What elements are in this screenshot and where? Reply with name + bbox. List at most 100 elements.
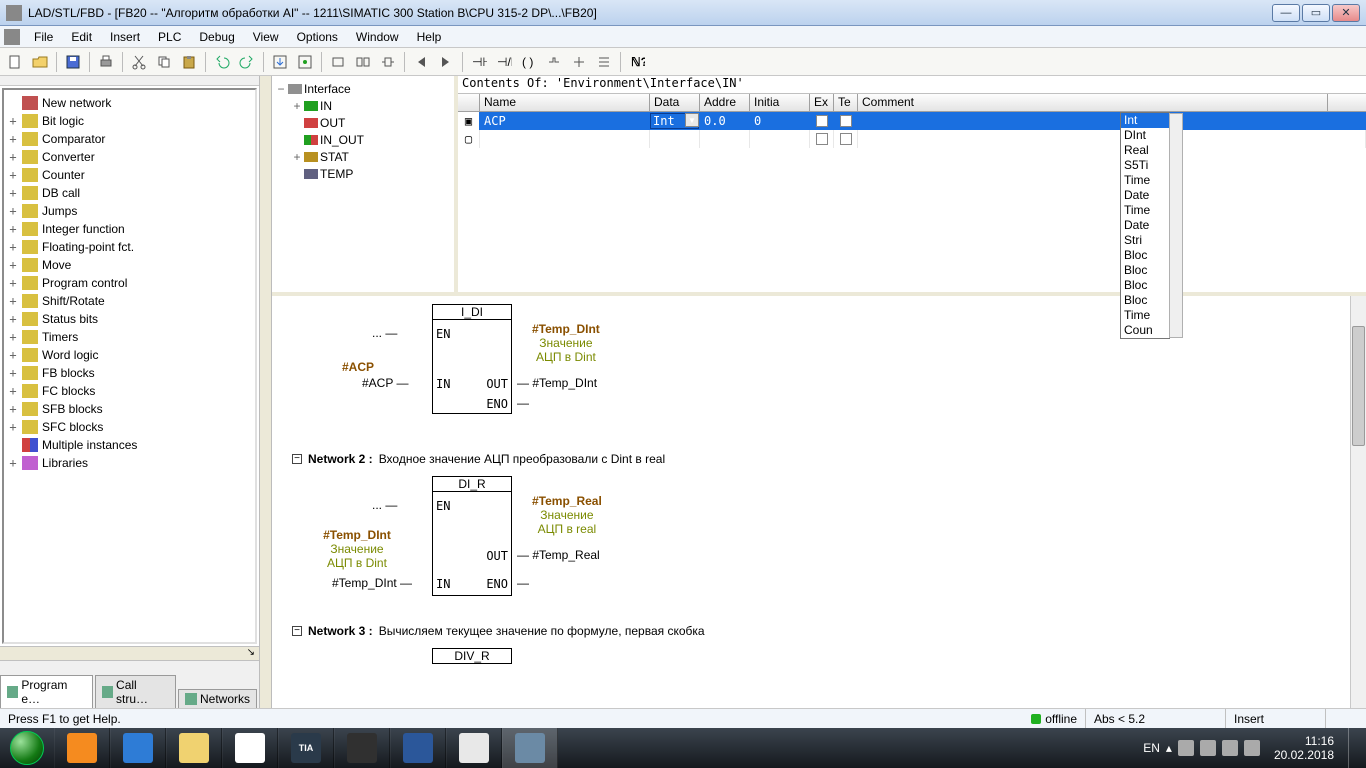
catalog-item[interactable]: +Converter bbox=[8, 148, 251, 166]
goto-end-icon[interactable] bbox=[435, 51, 457, 73]
block-di-r[interactable]: DI_R EN IN OUT ENO bbox=[432, 476, 512, 596]
iface-item[interactable]: +IN bbox=[276, 97, 450, 114]
iface-item[interactable]: OUT bbox=[276, 114, 450, 131]
collapse-icon[interactable]: − bbox=[292, 626, 302, 636]
new-icon[interactable] bbox=[4, 51, 26, 73]
cut-icon[interactable] bbox=[128, 51, 150, 73]
dropdown-option[interactable]: Real bbox=[1121, 143, 1169, 158]
expand-icon[interactable]: + bbox=[8, 312, 18, 326]
catalog-item[interactable]: +Timers bbox=[8, 328, 251, 346]
start-button[interactable] bbox=[0, 728, 54, 768]
column-header[interactable]: Comment bbox=[858, 94, 1328, 111]
redo-icon[interactable] bbox=[236, 51, 258, 73]
dropdown-option[interactable]: Stri bbox=[1121, 233, 1169, 248]
catalog-item[interactable]: +Move bbox=[8, 256, 251, 274]
dropdown-option[interactable]: Bloc bbox=[1121, 263, 1169, 278]
expand-icon[interactable]: + bbox=[292, 150, 302, 164]
lad2-icon[interactable]: ⊣/⊢ bbox=[493, 51, 515, 73]
expand-icon[interactable]: + bbox=[8, 366, 18, 380]
dropdown-option[interactable]: Bloc bbox=[1121, 278, 1169, 293]
menu-insert[interactable]: Insert bbox=[102, 28, 148, 46]
catalog-item[interactable]: +Shift/Rotate bbox=[8, 292, 251, 310]
catalog-item[interactable]: +DB call bbox=[8, 184, 251, 202]
catalog-item[interactable]: +Integer function bbox=[8, 220, 251, 238]
expand-icon[interactable]: + bbox=[8, 132, 18, 146]
expand-icon[interactable]: + bbox=[8, 150, 18, 164]
datatype-dropdown[interactable]: IntDIntRealS5TiTimeDateTimeDateStriBlocB… bbox=[1120, 112, 1170, 339]
expand-icon[interactable]: + bbox=[8, 330, 18, 344]
splitter[interactable] bbox=[260, 76, 272, 708]
expand-icon[interactable]: + bbox=[8, 240, 18, 254]
checkbox[interactable] bbox=[840, 133, 852, 145]
cell-te[interactable] bbox=[834, 130, 858, 148]
paste-icon[interactable] bbox=[178, 51, 200, 73]
cell-datatype[interactable]: ▼ bbox=[650, 112, 700, 130]
dropdown-option[interactable]: Time bbox=[1121, 203, 1169, 218]
fbd3-icon[interactable] bbox=[377, 51, 399, 73]
goto-start-icon[interactable] bbox=[410, 51, 432, 73]
column-header[interactable]: Te bbox=[834, 94, 858, 111]
expand-icon[interactable]: + bbox=[8, 222, 18, 236]
catalog-item[interactable]: +Comparator bbox=[8, 130, 251, 148]
editor-scrollbar[interactable] bbox=[1350, 296, 1366, 708]
dropdown-option[interactable]: Bloc bbox=[1121, 248, 1169, 263]
grid-row-empty[interactable]: ▢ bbox=[458, 130, 1366, 148]
grid-row-selected[interactable]: ▣ ACP ▼ 0.0 0 bbox=[458, 112, 1366, 130]
expand-icon[interactable]: + bbox=[292, 99, 302, 113]
copy-icon[interactable] bbox=[153, 51, 175, 73]
block-div-r[interactable]: DIV_R bbox=[432, 648, 512, 664]
catalog-item[interactable]: +Jumps bbox=[8, 202, 251, 220]
checkbox[interactable] bbox=[816, 133, 828, 145]
network-2-header[interactable]: − Network 2 : Входное значение АЦП преоб… bbox=[292, 452, 1346, 466]
cell-ex[interactable] bbox=[810, 130, 834, 148]
lad6-icon[interactable] bbox=[593, 51, 615, 73]
network-3-header[interactable]: − Network 3 : Вычисляем текущее значение… bbox=[292, 624, 1346, 638]
cell-initial[interactable]: 0 bbox=[750, 112, 810, 130]
catalog-item[interactable]: +Counter bbox=[8, 166, 251, 184]
catalog-item[interactable]: +Word logic bbox=[8, 346, 251, 364]
tray-lang[interactable]: EN bbox=[1143, 741, 1160, 755]
lad3-icon[interactable]: ( ) bbox=[518, 51, 540, 73]
expand-icon[interactable]: + bbox=[8, 294, 18, 308]
iface-root[interactable]: −Interface bbox=[276, 80, 450, 97]
taskbar-explorer[interactable] bbox=[166, 728, 222, 768]
cell-name[interactable] bbox=[480, 130, 650, 148]
iface-item[interactable]: +STAT bbox=[276, 148, 450, 165]
taskbar-ie[interactable] bbox=[110, 728, 166, 768]
download-icon[interactable] bbox=[269, 51, 291, 73]
menu-help[interactable]: Help bbox=[409, 28, 450, 46]
minimize-button[interactable]: — bbox=[1272, 4, 1300, 22]
column-header[interactable]: Addre bbox=[700, 94, 750, 111]
menu-plc[interactable]: PLC bbox=[150, 28, 189, 46]
lad4-icon[interactable] bbox=[543, 51, 565, 73]
taskbar-media-player[interactable] bbox=[54, 728, 110, 768]
cell-comment[interactable] bbox=[858, 112, 1366, 130]
save-icon[interactable] bbox=[62, 51, 84, 73]
cell-te[interactable] bbox=[834, 112, 858, 130]
menu-file[interactable]: File bbox=[26, 28, 61, 46]
lad1-icon[interactable]: ⊣⊢ bbox=[468, 51, 490, 73]
column-header[interactable]: Initia bbox=[750, 94, 810, 111]
system-tray[interactable]: EN ▴ 11:16 20.02.2018 bbox=[1133, 728, 1366, 768]
catalog-item[interactable]: +SFC blocks bbox=[8, 418, 251, 436]
cell-ex[interactable] bbox=[810, 112, 834, 130]
dropdown-option[interactable]: DInt bbox=[1121, 128, 1169, 143]
show-desktop-button[interactable] bbox=[1348, 728, 1356, 768]
expand-icon[interactable]: + bbox=[8, 114, 18, 128]
tray-chevron-icon[interactable]: ▴ bbox=[1166, 741, 1172, 755]
tray-network-icon[interactable] bbox=[1222, 740, 1238, 756]
fbd1-icon[interactable] bbox=[327, 51, 349, 73]
iface-item[interactable]: IN_OUT bbox=[276, 131, 450, 148]
tab-program-elements[interactable]: Program e… bbox=[0, 675, 93, 708]
fbd2-icon[interactable] bbox=[352, 51, 374, 73]
dropdown-option[interactable]: Int bbox=[1121, 113, 1169, 128]
lad5-icon[interactable] bbox=[568, 51, 590, 73]
tray-volume-icon[interactable] bbox=[1200, 740, 1216, 756]
block-i-di[interactable]: I_DI EN IN OUT ENO bbox=[432, 304, 512, 414]
help-icon[interactable]: ℕ? bbox=[626, 51, 648, 73]
taskbar-tia[interactable]: TIA bbox=[278, 728, 334, 768]
expand-icon[interactable]: + bbox=[8, 168, 18, 182]
cell-datatype[interactable] bbox=[650, 130, 700, 148]
dropdown-scrollbar[interactable] bbox=[1169, 113, 1183, 338]
taskbar-chrome[interactable] bbox=[222, 728, 278, 768]
